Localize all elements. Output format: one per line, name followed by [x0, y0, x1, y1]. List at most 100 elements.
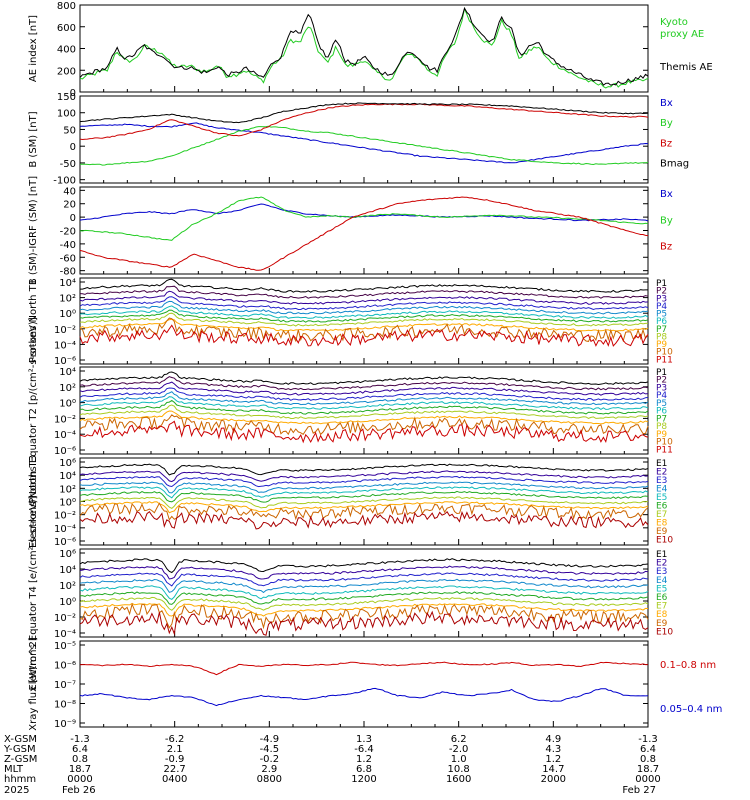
series-line-by: [79, 196, 649, 241]
channel-line-p6: [79, 396, 649, 411]
series-line-bz: [79, 196, 649, 271]
y-tick-label: -60: [60, 253, 76, 264]
channel-label: P1: [656, 279, 667, 289]
channel-line-p8: [79, 404, 649, 420]
channel-label: P4: [656, 302, 667, 312]
y-axis-label: Protons Equator T2 [p/(cm²-s-sr-keV)]: [28, 317, 39, 504]
table-cell: 4.9: [545, 734, 561, 745]
channel-line-e3: [79, 475, 649, 488]
table-cell: -6.2: [165, 734, 185, 745]
channel-line-p9: [79, 410, 649, 425]
table-cell: 2.9: [261, 764, 277, 775]
y-tick-label: 100: [57, 109, 76, 120]
channel-label: P5: [656, 399, 667, 409]
channel-label: P1: [656, 368, 667, 378]
table-cell: 0400: [162, 774, 187, 785]
series-line-by: [80, 125, 649, 166]
channel-label: E1: [656, 459, 667, 469]
channel-label: P6: [656, 407, 667, 417]
y-tick-label: 10²: [59, 383, 76, 394]
legend-label: Themis AE: [659, 62, 713, 73]
panel-7: 10⁶ 10⁴ 10² 10⁰ 10⁻² 10⁻⁴ Electrons Equator T4…: [28, 495, 673, 690]
table-cell: 0800: [257, 774, 282, 785]
y-tick-label: 10⁰: [59, 399, 76, 410]
table-cell: 1.3: [356, 734, 372, 745]
channel-label: E2: [656, 468, 667, 478]
y-tick-label: 10⁻⁴: [54, 340, 76, 351]
channel-line-p7: [79, 309, 649, 323]
panel-5: 10⁴ 10² 10⁰ 10⁻² 10⁻⁴ 10⁻⁶ Protons Equator T2 …: [28, 317, 673, 504]
channel-line-p7: [79, 399, 649, 415]
y-tick-label: 10⁻⁸: [54, 700, 76, 711]
channel-label: E5: [656, 584, 667, 594]
series-line-themisae: [79, 6, 649, 86]
channel-label: P7: [656, 414, 667, 424]
channel-label: E4: [656, 576, 668, 586]
table-cell: -2.0: [449, 744, 469, 755]
y-axis-label: Electrons North T3: [28, 455, 39, 548]
channel-line-e2: [79, 470, 649, 483]
table-cell: 0.8: [72, 754, 88, 765]
y-tick-label: 10⁻⁷: [54, 680, 76, 691]
y-tick-label: 10⁻²: [54, 511, 76, 522]
y-tick-label: 10⁻⁴: [54, 629, 76, 640]
channel-label: P2: [656, 287, 667, 297]
y-tick-label: 800: [57, 1, 76, 12]
table-row-label: hhmm: [4, 774, 36, 785]
series-line-00504nm: [79, 687, 649, 707]
y-axis-label: B (SM) [nT]: [28, 111, 39, 167]
series-line-bx: [79, 203, 649, 222]
y-tick-label: 10⁴: [59, 471, 76, 482]
channel-label: P11: [656, 445, 673, 455]
channel-line-e10: [79, 610, 649, 636]
channel-line-e9: [79, 502, 649, 521]
y-tick-label: 10⁰: [59, 597, 76, 608]
channel-label: P8: [656, 422, 667, 432]
y-axis-label: Electrons Equator T4 [e/(cm²-s-sr-keV)]: [28, 495, 39, 690]
table-cell: 0000: [635, 774, 660, 785]
legend-label: By: [660, 215, 673, 226]
y-tick-label: 150: [57, 92, 76, 103]
channel-line-p10: [79, 414, 649, 436]
legend-label: Bx: [660, 98, 673, 109]
panel-3: 40 20 0 -20 -40 -60 -80 B (SM)-IGRF (SM) [nT] Bx…: [28, 176, 673, 285]
table-cell: -0.9: [165, 754, 185, 765]
table-row-label: Y-GSM: [3, 744, 36, 755]
y-tick-label: -50: [60, 159, 76, 170]
series-line-bx: [79, 122, 649, 164]
panel-6: 10⁶ 10⁴ 10² 10⁰ 10⁻² 10⁻⁴ 10⁻⁶ Electrons North …: [28, 455, 673, 548]
channel-line-p4: [79, 296, 649, 311]
channel-label: E3: [656, 567, 667, 577]
y-tick-label: 10²: [59, 581, 76, 592]
channel-line-e5: [79, 585, 649, 601]
channel-line-e8: [79, 501, 649, 514]
y-tick-label: 10⁻⁵: [54, 641, 76, 652]
table-cell: 14.7: [542, 764, 564, 775]
channel-line-p2: [79, 376, 649, 391]
y-tick-label: 10⁴: [59, 367, 76, 378]
y-tick-label: 10⁴: [59, 565, 76, 576]
y-tick-label: 50: [63, 125, 76, 136]
y-tick-label: -100: [53, 176, 76, 187]
y-tick-label: 10⁴: [59, 278, 76, 289]
series-line-bz: [79, 103, 649, 141]
channel-label: E6: [656, 502, 668, 512]
y-tick-label: 10⁻²: [54, 325, 76, 336]
y-axis-label: AE index [nT]: [28, 15, 39, 82]
channel-line-p2: [79, 285, 649, 299]
channel-line-e7: [79, 596, 649, 611]
panel-frame: [79, 4, 649, 93]
channel-line-e7: [79, 496, 649, 510]
channel-label: P3: [656, 383, 667, 393]
table-cell: -1.3: [70, 734, 90, 745]
channel-line-e4: [79, 578, 649, 594]
table-cell: 10.8: [448, 764, 470, 775]
y-tick-label: -40: [60, 240, 76, 251]
channel-line-e3: [79, 572, 649, 587]
channel-line-p1: [80, 278, 648, 293]
y-tick-label: 10²: [59, 484, 76, 495]
y-tick-label: 10⁻²: [54, 613, 76, 624]
legend-label: Bmag: [660, 159, 689, 170]
channel-line-e5: [79, 486, 649, 499]
